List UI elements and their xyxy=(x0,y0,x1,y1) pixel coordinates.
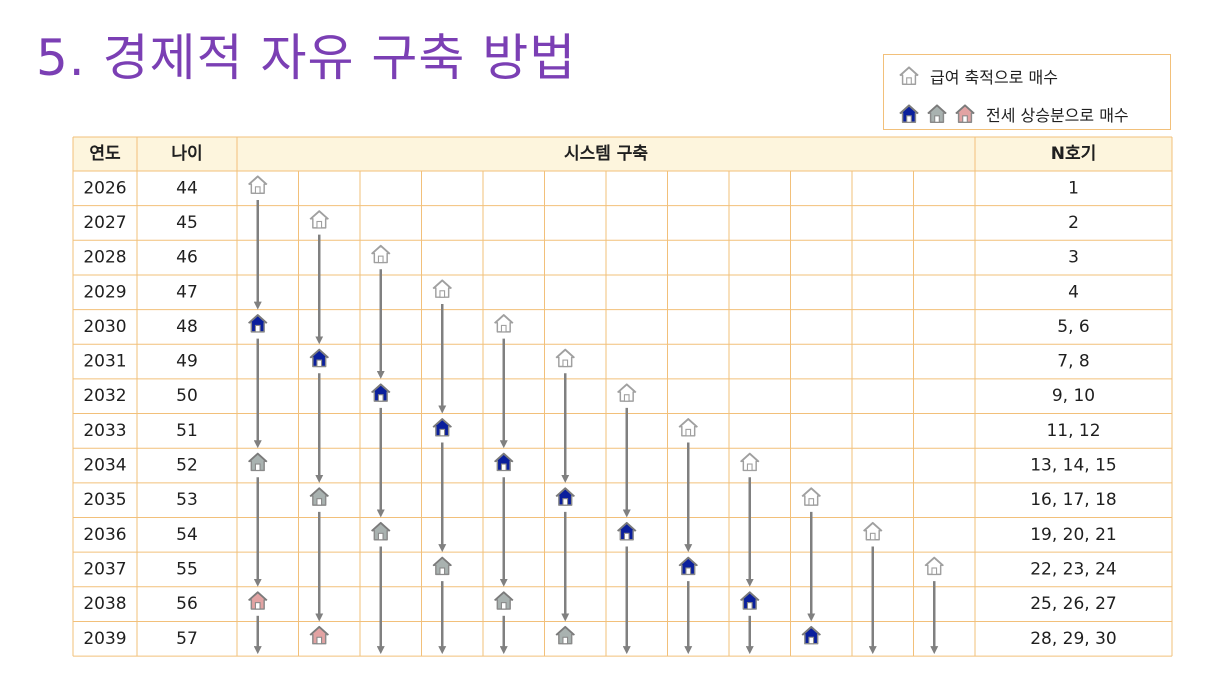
house-outline-icon xyxy=(924,556,944,576)
cell-count: 19, 20, 21 xyxy=(1030,525,1117,545)
legend-item-salary: 급여 축적으로 매수 xyxy=(898,64,1058,88)
table-header-bg xyxy=(73,137,1172,171)
house-blue-icon xyxy=(555,487,575,506)
cell-year: 2027 xyxy=(83,213,126,233)
house-outline-icon xyxy=(617,383,637,402)
header-year: 연도 xyxy=(89,144,121,164)
cell-year: 2037 xyxy=(83,559,126,579)
house-blue-icon xyxy=(740,591,760,610)
cell-count: 3 xyxy=(1068,248,1079,268)
house-blue-icon xyxy=(801,625,821,645)
house-blue-icon xyxy=(678,556,698,576)
cell-year: 2035 xyxy=(83,490,126,510)
cell-age: 44 xyxy=(176,178,198,198)
cell-year: 2034 xyxy=(83,456,126,476)
cell-age: 50 xyxy=(176,386,198,406)
house-gray-icon xyxy=(555,625,575,645)
house-outline-icon xyxy=(898,65,920,87)
cell-count: 16, 17, 18 xyxy=(1030,490,1117,510)
house-gray-icon xyxy=(309,487,329,506)
house-blue-icon xyxy=(898,103,920,125)
cell-count: 22, 23, 24 xyxy=(1030,559,1117,579)
cell-age: 47 xyxy=(176,282,198,302)
cell-age: 46 xyxy=(176,248,198,268)
house-pink-icon xyxy=(954,103,976,125)
cell-count: 7, 8 xyxy=(1057,352,1089,372)
cell-age: 53 xyxy=(176,490,198,510)
house-outline-icon xyxy=(248,175,268,194)
house-outline-icon xyxy=(740,452,760,472)
legend-label-jeonse: 전세 상승분으로 매수 xyxy=(986,106,1129,125)
page-title: 5. 경제적 자유 구축 방법 xyxy=(36,29,577,87)
house-outline-icon xyxy=(863,521,883,541)
house-blue-icon xyxy=(248,314,268,333)
house-blue-icon xyxy=(309,348,329,368)
cell-count: 9, 10 xyxy=(1052,386,1095,406)
cell-year: 2030 xyxy=(83,317,126,337)
cell-count: 28, 29, 30 xyxy=(1030,629,1117,649)
cell-year: 2029 xyxy=(83,282,126,302)
cell-age: 49 xyxy=(176,352,198,372)
cell-count: 11, 12 xyxy=(1046,421,1100,441)
cell-year: 2038 xyxy=(83,594,126,614)
cell-age: 52 xyxy=(176,456,198,476)
cell-age: 57 xyxy=(176,629,198,649)
house-outline-icon xyxy=(494,314,514,333)
house-gray-icon xyxy=(494,591,514,610)
header-system: 시스템 구축 xyxy=(564,144,648,164)
house-gray-icon xyxy=(248,452,268,472)
cell-year: 2039 xyxy=(83,629,126,649)
cell-count: 13, 14, 15 xyxy=(1030,456,1117,476)
cell-year: 2028 xyxy=(83,248,126,268)
house-pink-icon xyxy=(248,591,268,610)
cell-count: 5, 6 xyxy=(1057,317,1089,337)
cell-age: 45 xyxy=(176,213,198,233)
house-pink-icon xyxy=(309,625,329,645)
cell-age: 55 xyxy=(176,559,198,579)
house-outline-icon xyxy=(432,279,452,298)
house-blue-icon xyxy=(371,383,391,402)
house-outline-icon xyxy=(555,348,575,368)
house-outline-icon xyxy=(309,210,329,229)
cell-year: 2031 xyxy=(83,352,126,372)
house-outline-icon xyxy=(801,487,821,506)
cell-year: 2032 xyxy=(83,386,126,406)
legend: 급여 축적으로 매수 전세 상승분으로 매수 xyxy=(883,54,1171,130)
legend-label-salary: 급여 축적으로 매수 xyxy=(930,68,1058,87)
cell-age: 51 xyxy=(176,421,198,441)
house-outline-icon xyxy=(678,418,698,437)
cell-year: 2036 xyxy=(83,525,126,545)
house-blue-icon xyxy=(494,452,514,472)
cell-age: 54 xyxy=(176,525,198,545)
cell-count: 2 xyxy=(1068,213,1079,233)
house-gray-icon xyxy=(371,521,391,541)
cell-age: 48 xyxy=(176,317,198,337)
cell-age: 56 xyxy=(176,594,198,614)
house-gray-icon xyxy=(432,556,452,576)
cell-count: 1 xyxy=(1068,178,1079,198)
cell-year: 2026 xyxy=(83,178,126,198)
legend-item-jeonse: 전세 상승분으로 매수 xyxy=(898,102,1129,126)
house-blue-icon xyxy=(617,521,637,541)
header-count: N호기 xyxy=(1051,144,1097,164)
cell-year: 2033 xyxy=(83,421,126,441)
header-age: 나이 xyxy=(171,144,202,164)
cell-count: 25, 26, 27 xyxy=(1030,594,1117,614)
house-blue-icon xyxy=(432,418,452,437)
house-gray-icon xyxy=(926,103,948,125)
cell-count: 4 xyxy=(1068,282,1079,302)
house-outline-icon xyxy=(371,244,391,264)
